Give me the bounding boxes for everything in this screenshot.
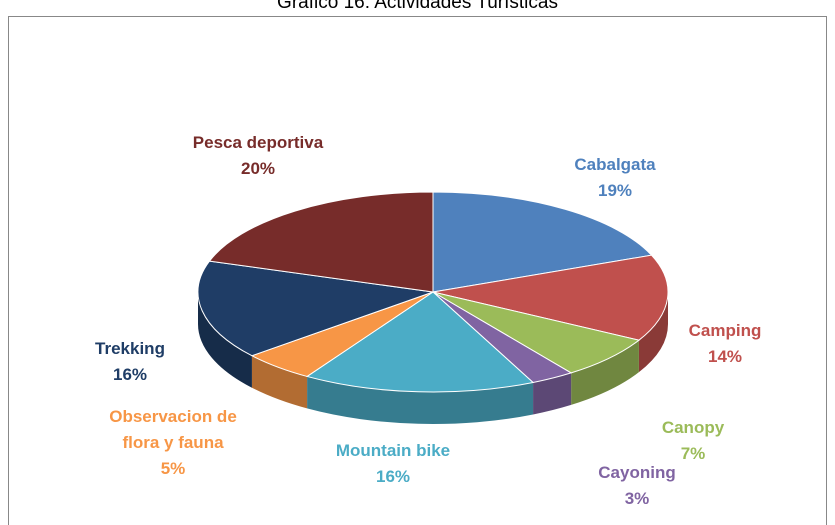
slice-side [571, 340, 639, 405]
slice [197, 260, 434, 357]
data-label: 3% [624, 489, 650, 508]
data-label-name: Mountain bike [335, 441, 451, 460]
slice-side [533, 372, 572, 415]
data-label: 19% [597, 181, 633, 200]
data-label: 5% [160, 459, 186, 478]
data-label-name: Cabalgata [574, 155, 656, 174]
slice-side [251, 355, 308, 409]
chart-border [8, 16, 827, 525]
data-label: 14% [707, 347, 743, 366]
slice [432, 291, 641, 374]
slice-side [307, 376, 534, 424]
data-label-name: Cayoning [598, 463, 676, 482]
data-label: 16% [375, 467, 411, 486]
slice-side [198, 292, 252, 388]
data-label: 20% [240, 159, 276, 178]
data-label-name: Camping [688, 321, 762, 340]
slice-side [638, 292, 668, 373]
data-label-name: Pesca deportiva [192, 133, 324, 152]
slice [432, 254, 669, 341]
data-label-name: Observacion de flora y fauna [109, 407, 237, 452]
slice [432, 191, 653, 293]
data-label: 16% [112, 365, 148, 384]
data-label-name: Canopy [661, 418, 725, 437]
slice [305, 291, 535, 393]
data-label-name: Trekking [95, 339, 165, 358]
data-label: 7% [680, 444, 706, 463]
slice [208, 191, 434, 293]
chart-title: Gráfico 16: Actividades Turísticas [277, 0, 558, 13]
